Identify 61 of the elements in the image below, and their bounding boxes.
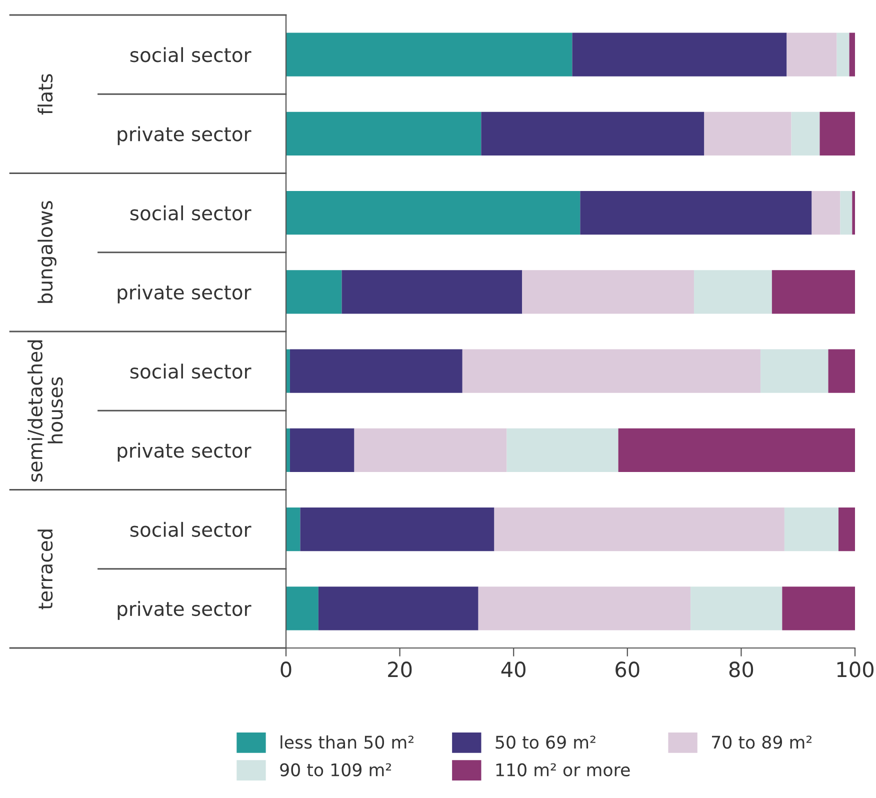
text: terraced — [38, 530, 53, 610]
bar — [572, 32, 787, 76]
bar — [782, 586, 855, 630]
y-tick-label: social sector — [130, 364, 252, 379]
bar — [354, 428, 507, 472]
bar — [290, 349, 462, 393]
bar — [760, 349, 828, 393]
text: flats — [38, 74, 53, 115]
legend-label: 50 to 69 m² — [496, 736, 596, 749]
bar — [286, 191, 580, 235]
bar — [852, 191, 855, 235]
bar — [462, 349, 761, 393]
legend-label: 70 to 89 m² — [712, 736, 812, 749]
bar — [286, 112, 482, 156]
bar — [838, 508, 855, 552]
bar — [290, 428, 354, 472]
bar — [580, 191, 812, 235]
bar — [820, 112, 855, 156]
bar — [840, 191, 852, 235]
bar — [784, 508, 838, 552]
bar — [481, 112, 704, 156]
legend-label: 110 m² or more — [496, 763, 630, 776]
y-tick-label: private sector — [118, 601, 252, 620]
bar — [849, 32, 855, 76]
y-tick-label: private sector — [118, 126, 252, 146]
x-tick-label: 20 — [388, 662, 412, 678]
bar — [812, 191, 840, 235]
bar — [286, 32, 572, 76]
bar — [318, 586, 478, 630]
bar — [478, 586, 691, 630]
bar — [494, 508, 784, 552]
bar — [828, 349, 855, 393]
y-tick-label: private sector — [118, 442, 252, 462]
y-tick-label: social sector — [130, 522, 252, 537]
bar — [286, 586, 318, 630]
bar — [704, 112, 792, 156]
x-tick-label: 100 — [837, 662, 874, 678]
bar — [690, 586, 782, 630]
bar — [694, 270, 772, 314]
y-tick-label: social sector — [130, 47, 252, 62]
y-tick-label: private sector — [118, 284, 252, 304]
bar — [836, 32, 850, 76]
x-tick-label: 80 — [729, 662, 754, 678]
legend-label: 90 to 109 m² — [280, 763, 392, 776]
bar — [786, 32, 837, 76]
bar — [506, 428, 618, 472]
bar — [342, 270, 522, 314]
text: bungalows — [38, 201, 56, 303]
x-tick-label: 60 — [616, 662, 640, 678]
x-tick-label: 40 — [501, 662, 526, 678]
bar — [300, 508, 494, 552]
y-tick-label: social sector — [130, 205, 252, 220]
x-tick-label: 0 — [280, 662, 292, 678]
bar — [772, 270, 855, 314]
text: semi/detached houses — [27, 340, 63, 482]
bar — [286, 270, 342, 314]
bar — [286, 508, 300, 552]
bar — [791, 112, 820, 156]
legend-label: less than 50 m² — [280, 735, 414, 749]
bar — [522, 270, 694, 314]
bar — [618, 428, 855, 472]
